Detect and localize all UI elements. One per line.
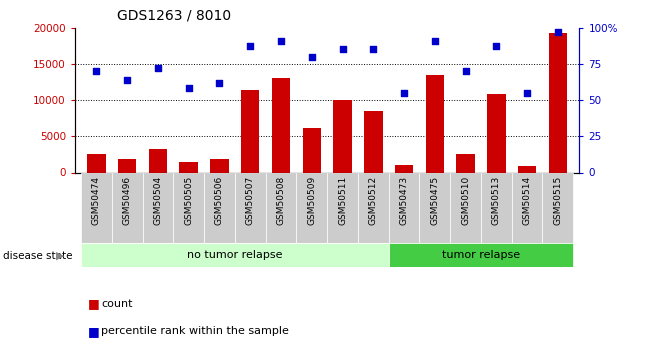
Point xyxy=(430,38,440,43)
Bar xyxy=(112,172,143,243)
Text: ■: ■ xyxy=(88,297,100,310)
Point xyxy=(91,68,102,74)
Bar xyxy=(81,243,389,267)
Bar xyxy=(180,162,198,172)
Point xyxy=(522,90,533,96)
Text: GSM50496: GSM50496 xyxy=(122,176,132,225)
Point xyxy=(460,68,471,74)
Text: ▶: ▶ xyxy=(55,251,64,261)
Bar xyxy=(173,172,204,243)
Text: ■: ■ xyxy=(88,325,100,338)
Text: GSM50515: GSM50515 xyxy=(553,176,562,225)
Bar xyxy=(518,166,536,172)
Text: percentile rank within the sample: percentile rank within the sample xyxy=(101,326,289,336)
Bar xyxy=(327,172,358,243)
Point xyxy=(122,77,132,82)
Bar xyxy=(542,172,574,243)
Bar xyxy=(389,172,419,243)
Text: GSM50509: GSM50509 xyxy=(307,176,316,225)
Bar xyxy=(364,111,383,172)
Text: GDS1263 / 8010: GDS1263 / 8010 xyxy=(117,9,231,23)
Bar xyxy=(271,78,290,172)
Bar xyxy=(241,90,260,172)
Point xyxy=(491,44,501,49)
Bar xyxy=(87,154,105,172)
Text: GSM50510: GSM50510 xyxy=(461,176,470,225)
Bar xyxy=(419,172,450,243)
Text: count: count xyxy=(101,299,132,308)
Bar xyxy=(426,76,444,172)
Point xyxy=(553,29,563,35)
Bar xyxy=(358,172,389,243)
Text: GSM50514: GSM50514 xyxy=(523,176,532,225)
Point xyxy=(184,86,194,91)
Text: GSM50513: GSM50513 xyxy=(492,176,501,225)
Text: GSM50508: GSM50508 xyxy=(277,176,286,225)
Text: GSM50473: GSM50473 xyxy=(400,176,409,225)
Bar xyxy=(81,172,112,243)
Point xyxy=(307,54,317,59)
Point xyxy=(276,38,286,43)
Text: GSM50475: GSM50475 xyxy=(430,176,439,225)
Bar xyxy=(235,172,266,243)
Text: no tumor relapse: no tumor relapse xyxy=(187,250,283,260)
Point xyxy=(399,90,409,96)
Text: GSM50511: GSM50511 xyxy=(338,176,347,225)
Text: GSM50474: GSM50474 xyxy=(92,176,101,225)
Bar xyxy=(296,172,327,243)
Bar xyxy=(204,172,235,243)
Bar xyxy=(487,93,506,172)
Point xyxy=(245,44,255,49)
Bar xyxy=(389,243,574,267)
Bar xyxy=(549,33,567,172)
Text: GSM50505: GSM50505 xyxy=(184,176,193,225)
Bar xyxy=(303,128,321,172)
Bar xyxy=(512,172,542,243)
Bar xyxy=(210,159,229,172)
Text: GSM50506: GSM50506 xyxy=(215,176,224,225)
Point xyxy=(368,47,378,52)
Bar xyxy=(395,165,413,172)
Bar xyxy=(118,159,137,172)
Bar xyxy=(266,172,296,243)
Text: GSM50512: GSM50512 xyxy=(368,176,378,225)
Bar xyxy=(456,154,475,172)
Point xyxy=(214,80,225,86)
Text: GSM50507: GSM50507 xyxy=(245,176,255,225)
Bar xyxy=(148,149,167,172)
Text: GSM50504: GSM50504 xyxy=(154,176,163,225)
Point xyxy=(337,47,348,52)
Bar xyxy=(333,100,352,172)
Bar xyxy=(450,172,481,243)
Text: tumor relapse: tumor relapse xyxy=(442,250,520,260)
Bar xyxy=(143,172,173,243)
Bar xyxy=(481,172,512,243)
Point xyxy=(153,66,163,71)
Text: disease state: disease state xyxy=(3,251,73,261)
